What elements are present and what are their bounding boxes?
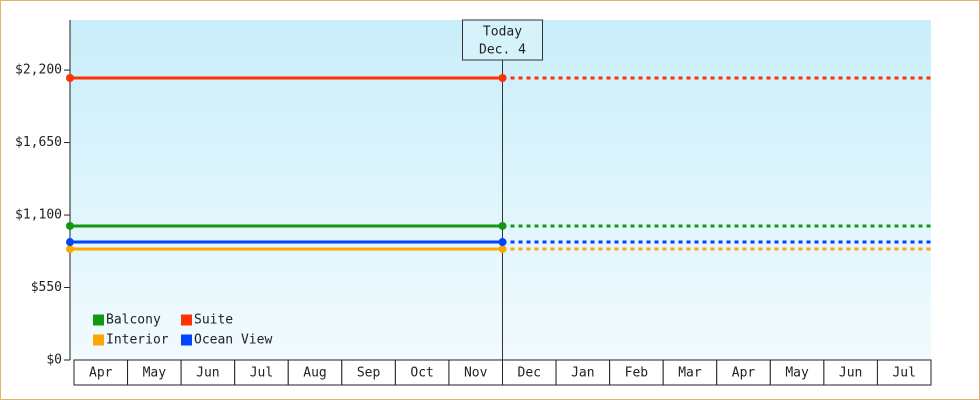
month-cell	[609, 359, 664, 386]
month-cell	[555, 359, 611, 386]
month-cell	[502, 359, 557, 386]
legend-swatch	[93, 314, 104, 326]
today-label: Today	[483, 25, 522, 40]
point	[66, 221, 74, 230]
legend-label: Balcony	[106, 313, 161, 328]
today-box	[462, 19, 543, 61]
month-cell	[662, 359, 718, 386]
point	[498, 245, 507, 254]
x-tick-label: Feb	[625, 366, 649, 381]
y-tick-label: $0	[46, 353, 62, 368]
x-tick-label: Jul	[250, 366, 273, 381]
x-tick-label: Nov	[464, 366, 488, 381]
x-tick-label: Jan	[571, 366, 594, 381]
month-cell	[180, 359, 236, 386]
y-tick-label: $1,100	[15, 208, 62, 223]
x-tick-label: Sep	[357, 366, 381, 381]
point	[498, 221, 507, 230]
x-tick-label: Dec	[518, 366, 541, 381]
legend-label: Interior	[106, 333, 169, 348]
legend-label: Suite	[194, 313, 233, 328]
month-cell	[876, 359, 932, 386]
legend-swatch	[93, 334, 104, 346]
plot-area	[70, 20, 931, 360]
point	[498, 73, 507, 82]
month-cell	[287, 359, 343, 386]
x-tick-label: Jun	[839, 366, 862, 381]
month-cell	[716, 359, 771, 386]
x-tick-label: Oct	[410, 366, 433, 381]
legend-swatch	[181, 334, 192, 346]
x-tick-label: May	[143, 366, 167, 381]
x-tick-label: Aug	[303, 366, 326, 381]
today-date: Dec. 4	[479, 43, 526, 58]
month-cell	[341, 359, 396, 386]
x-tick-label: Apr	[732, 366, 756, 381]
x-tick-label: Apr	[89, 366, 113, 381]
point	[66, 73, 74, 82]
x-tick-label: Jun	[196, 366, 219, 381]
month-cell	[394, 359, 450, 386]
month-cell	[448, 359, 503, 386]
x-tick-label: Jul	[892, 366, 915, 381]
point	[66, 245, 74, 254]
point	[498, 238, 507, 247]
x-tick-label: Mar	[678, 366, 702, 381]
month-cell	[234, 359, 289, 386]
y-tick-label: $2,200	[15, 63, 62, 78]
y-tick-label: $550	[31, 280, 62, 295]
legend-swatch	[181, 314, 192, 326]
legend-label: Ocean View	[194, 333, 272, 348]
x-tick-label: May	[785, 366, 809, 381]
y-tick-label: $1,650	[15, 135, 62, 150]
point	[66, 238, 74, 247]
